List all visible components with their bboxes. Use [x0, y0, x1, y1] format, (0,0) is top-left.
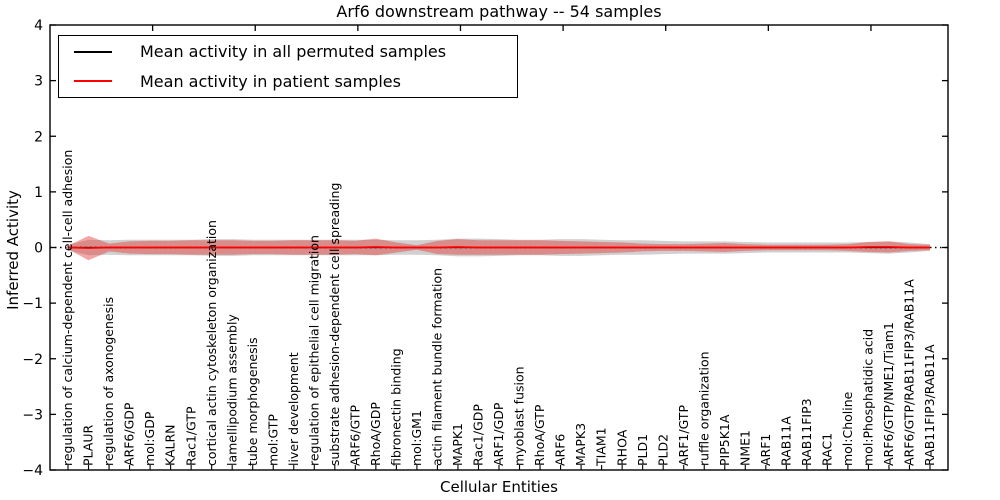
y-tick-label: 1 — [34, 185, 43, 201]
x-tick-label: cortical actin cytoskeleton organization — [204, 220, 219, 466]
x-tick-label: substrate adhesion-dependent cell spread… — [327, 183, 342, 466]
x-tick-label: mol:Choline — [840, 391, 855, 466]
x-tick-label: liver development — [286, 352, 301, 466]
x-tick-label: RAB11A — [778, 416, 793, 466]
x-tick-label: RhoA/GDP — [368, 402, 383, 466]
x-tick-label: ruffle organization — [696, 351, 711, 466]
legend: Mean activity in all permuted samples Me… — [58, 35, 518, 98]
x-tick-label: PIP5K1A — [717, 414, 732, 466]
y-tick-label: −2 — [22, 352, 43, 368]
x-tick-label: ARF6/GTP/NME1/Tiam1 — [881, 322, 896, 466]
y-tick-label: −3 — [22, 407, 43, 423]
y-tick-label: 2 — [34, 129, 43, 145]
x-tick-label: TIAM1 — [594, 427, 609, 467]
x-tick-label: ARF6/GTP/RAB11FIP3/RAB11A — [902, 279, 917, 466]
x-tick-label: tube morphogenesis — [245, 337, 260, 466]
y-tick-label: 0 — [34, 241, 43, 257]
x-tick-label: ARF1/GDP — [491, 402, 506, 466]
x-tick-label: MAPK3 — [573, 423, 588, 466]
x-axis-title: Cellular Entities — [440, 478, 558, 496]
legend-row-patient: Mean activity in patient samples — [59, 67, 517, 95]
x-tick-label: lamellipodium assembly — [224, 314, 239, 466]
x-tick-label: fibronectin binding — [389, 348, 404, 466]
x-tick-label: MAPK1 — [450, 423, 465, 466]
patient-mean-line — [67, 246, 930, 249]
chart-title: Arf6 downstream pathway -- 54 samples — [336, 2, 662, 21]
x-tick-label: ARF6 — [553, 434, 568, 466]
y-tick-label: −1 — [22, 296, 43, 312]
x-tick-label: Rac1/GDP — [471, 404, 486, 466]
x-tick-label: RAB11FIP3 — [799, 398, 814, 466]
x-tick-label: ARF1 — [758, 434, 773, 466]
x-tick-label: mol:GTP — [265, 414, 280, 466]
y-tick-label: 4 — [34, 18, 43, 34]
legend-label-permuted: Mean activity in all permuted samples — [140, 42, 447, 62]
y-tick-label: −4 — [22, 463, 43, 479]
x-tick-label: PLD2 — [655, 434, 670, 466]
x-tick-label: NME1 — [737, 430, 752, 466]
x-tick-label: mol:Phosphatidic acid — [861, 329, 876, 466]
x-tick-label: Rac1/GTP — [183, 406, 198, 466]
x-tick-label: PLD1 — [635, 434, 650, 466]
x-tick-label: regulation of epithelial cell migration — [306, 235, 321, 466]
x-tick-label: ARF1/GTP — [676, 405, 691, 466]
x-tick-label: mol:GM1 — [409, 410, 424, 466]
x-tick-label: KALRN — [163, 424, 178, 466]
legend-row-permuted: Mean activity in all permuted samples — [59, 38, 517, 66]
x-tick-label: RAC1 — [820, 433, 835, 466]
x-tick-label: mol:GDP — [142, 411, 157, 466]
patient-line-swatch — [74, 80, 112, 83]
legend-label-patient: Mean activity in patient samples — [140, 71, 401, 91]
x-tick-label: RhoA/GTP — [532, 404, 547, 466]
x-tick-label: regulation of axonogenesis — [101, 297, 116, 466]
x-tick-label: myoblast fusion — [512, 366, 527, 466]
y-tick-label: 3 — [34, 74, 43, 90]
x-tick-label: actin filament bundle formation — [430, 268, 445, 466]
x-tick-label: ARF6/GTP — [347, 405, 362, 466]
x-tick-label: ARF6/GDP — [122, 402, 137, 466]
x-tick-label: PLAUR — [81, 425, 96, 466]
permuted-line-swatch — [74, 50, 112, 53]
x-tick-label: RAB11FIP3/RAB11A — [922, 344, 937, 466]
x-tick-label: regulation of calcium-dependent cell-cel… — [60, 150, 75, 466]
y-axis-title: Inferred Activity — [4, 190, 22, 310]
x-tick-label: RHOA — [614, 429, 629, 466]
